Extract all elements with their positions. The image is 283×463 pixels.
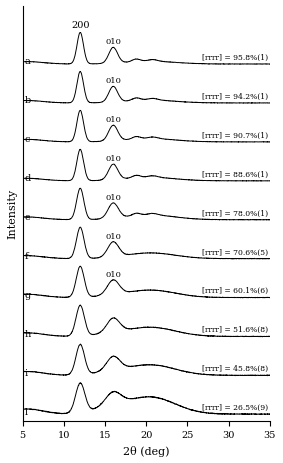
Text: d: d: [25, 174, 31, 182]
Text: e: e: [25, 213, 31, 221]
Text: g: g: [25, 290, 31, 299]
Text: [rrrr] = 70.6%(5): [rrrr] = 70.6%(5): [202, 248, 268, 256]
Text: i: i: [25, 368, 28, 377]
Text: [rrrr] = 88.6%(1): [rrrr] = 88.6%(1): [202, 170, 268, 178]
Text: 010: 010: [105, 38, 121, 46]
Text: 010: 010: [105, 77, 121, 85]
Text: 010: 010: [105, 116, 121, 124]
Text: [rrrr] = 26.5%(9): [rrrr] = 26.5%(9): [202, 403, 268, 411]
Text: [rrrr] = 60.1%(6): [rrrr] = 60.1%(6): [202, 287, 268, 294]
Text: f: f: [25, 251, 29, 260]
Text: a: a: [25, 57, 31, 66]
Text: [rrrr] = 94.2%(1): [rrrr] = 94.2%(1): [202, 92, 268, 100]
X-axis label: 2θ (deg): 2θ (deg): [123, 445, 170, 456]
Y-axis label: Intensity: Intensity: [7, 189, 17, 239]
Text: [rrrr] = 90.7%(1): [rrrr] = 90.7%(1): [202, 131, 268, 139]
Text: c: c: [25, 135, 31, 144]
Text: 010: 010: [105, 155, 121, 163]
Text: 010: 010: [105, 232, 121, 240]
Text: 010: 010: [105, 270, 121, 278]
Text: 010: 010: [105, 194, 121, 201]
Text: [rrrr] = 45.8%(8): [rrrr] = 45.8%(8): [202, 364, 268, 372]
Text: h: h: [25, 329, 31, 338]
Text: [rrrr] = 95.8%(1): [rrrr] = 95.8%(1): [202, 53, 268, 62]
Text: l: l: [25, 407, 28, 416]
Text: [rrrr] = 51.6%(8): [rrrr] = 51.6%(8): [202, 325, 268, 333]
Text: [rrrr] = 78.0%(1): [rrrr] = 78.0%(1): [202, 209, 268, 217]
Text: 200: 200: [71, 21, 89, 30]
Text: b: b: [25, 96, 31, 105]
